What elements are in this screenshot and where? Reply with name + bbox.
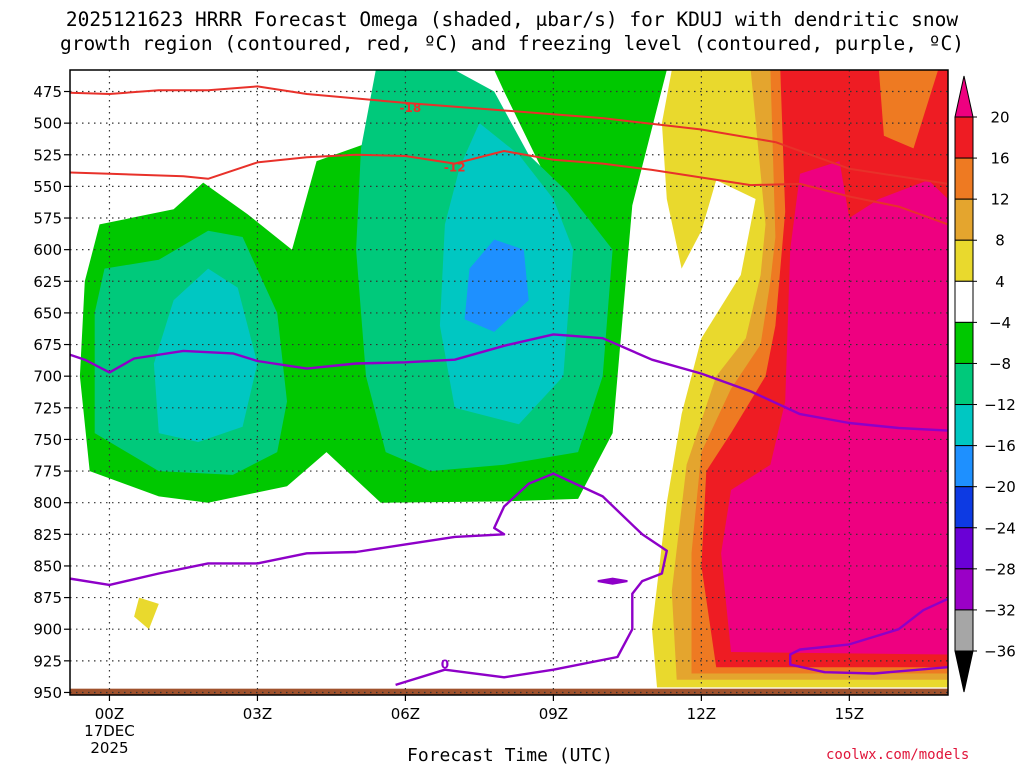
colorbar-label-6: −8 [989, 355, 1011, 373]
colorbar-segment-3 [954, 239, 974, 282]
colorbar-label-8: −16 [984, 437, 1016, 455]
omega-region-3 [153, 268, 258, 442]
omega-region-12 [878, 70, 939, 149]
x-tick-label-3-0: 03Z [243, 705, 272, 723]
credit-link[interactable]: coolwx.com/models [826, 747, 970, 763]
colorbar-label-0: 20 [990, 109, 1009, 127]
x-tick-label-0-2: 2025 [90, 739, 128, 757]
colorbar-label-9: −20 [984, 478, 1016, 496]
plot-frame [69, 69, 949, 696]
x-tick-label-6-0: 06Z [391, 705, 420, 723]
omega-region-5 [464, 239, 529, 332]
y-tick-label-850: 850 [33, 557, 62, 575]
colorbar-label-4: 4 [995, 273, 1005, 291]
x-tick-label-0-1: 17DEC [84, 722, 135, 740]
y-tick-label-825: 825 [33, 526, 62, 544]
y-tick-label-775: 775 [33, 463, 62, 481]
x-tick-label-12-0: 12Z [687, 705, 716, 723]
x-tick-label-15-0: 15Z [835, 705, 864, 723]
colorbar-segment-7 [954, 404, 974, 447]
y-tick-label-550: 550 [33, 178, 62, 196]
colorbar-segment-8 [954, 445, 974, 488]
x-tick-label-0-0: 00Z [95, 705, 124, 723]
y-tick-label-525: 525 [33, 146, 62, 164]
dgz-isotherm-label-0: -18 [400, 101, 422, 115]
x-axis-label: Forecast Time (UTC) [407, 745, 613, 766]
y-tick-label-600: 600 [33, 241, 62, 259]
colorbar-segment-6 [954, 362, 974, 406]
colorbar-segment-12 [954, 609, 974, 652]
colorbar-segment-5 [954, 321, 974, 364]
y-tick-label-950: 950 [33, 684, 62, 702]
colorbar-label-11: −28 [984, 560, 1016, 578]
y-tick-label-650: 650 [33, 304, 62, 322]
colorbar-label-3: 8 [995, 232, 1005, 250]
freezing-level-line-2 [789, 597, 948, 675]
colorbar-segment-2 [954, 198, 974, 241]
y-tick-label-725: 725 [33, 399, 62, 417]
colorbar-label-7: −12 [984, 396, 1016, 414]
y-tick-label-875: 875 [33, 589, 62, 607]
colorbar-label-12: −32 [984, 601, 1016, 619]
colorbar-segment-4 [954, 280, 974, 323]
freezing-level-line-1 [70, 472, 668, 687]
y-tick-label-800: 800 [33, 494, 62, 512]
colorbar-top-arrow [954, 75, 974, 118]
x-tick-label-9-0: 09Z [539, 705, 568, 723]
colorbar-label-13: −36 [984, 643, 1016, 661]
y-tick-label-700: 700 [33, 368, 62, 386]
y-tick-label-750: 750 [33, 431, 62, 449]
colorbar-segment-11 [954, 568, 974, 611]
y-tick-label-475: 475 [33, 83, 62, 101]
omega-region-7 [134, 597, 159, 630]
colorbar-segment-0 [954, 116, 974, 159]
colorbar-label-2: 12 [990, 191, 1009, 209]
dgz-isotherm-line-0 [70, 85, 776, 144]
dgz-isotherm-line-2 [775, 141, 948, 185]
dgz-isotherm-label-1: -12 [444, 160, 466, 174]
colorbar-label-5: −4 [989, 314, 1011, 332]
colorbar-label-1: 16 [990, 150, 1009, 168]
chart-title-line-1: 2025121623 HRRR Forecast Omega (shaded, … [65, 8, 959, 31]
colorbar-segment-10 [954, 527, 974, 570]
chart-title-line-2: growth region (contoured, red, ºC) and f… [60, 32, 964, 55]
colorbar-bottom-arrow [954, 650, 974, 693]
freezing-level-small-loop [597, 577, 628, 585]
colorbar-segment-1 [954, 157, 974, 200]
colorbar-segment-9 [954, 486, 974, 529]
freezing-level-label-1: 0 [441, 658, 449, 672]
freezing-level-line-0 [70, 333, 948, 432]
omega-region-11 [721, 161, 948, 655]
y-tick-label-575: 575 [33, 210, 62, 228]
dgz-isotherm-line-1 [70, 150, 948, 226]
y-tick-label-500: 500 [33, 115, 62, 133]
colorbar-label-10: −24 [984, 519, 1016, 537]
y-tick-label-675: 675 [33, 336, 62, 354]
y-tick-label-625: 625 [33, 273, 62, 291]
terrain-strip [70, 688, 948, 695]
y-tick-label-925: 925 [33, 652, 62, 670]
y-tick-label-900: 900 [33, 621, 62, 639]
